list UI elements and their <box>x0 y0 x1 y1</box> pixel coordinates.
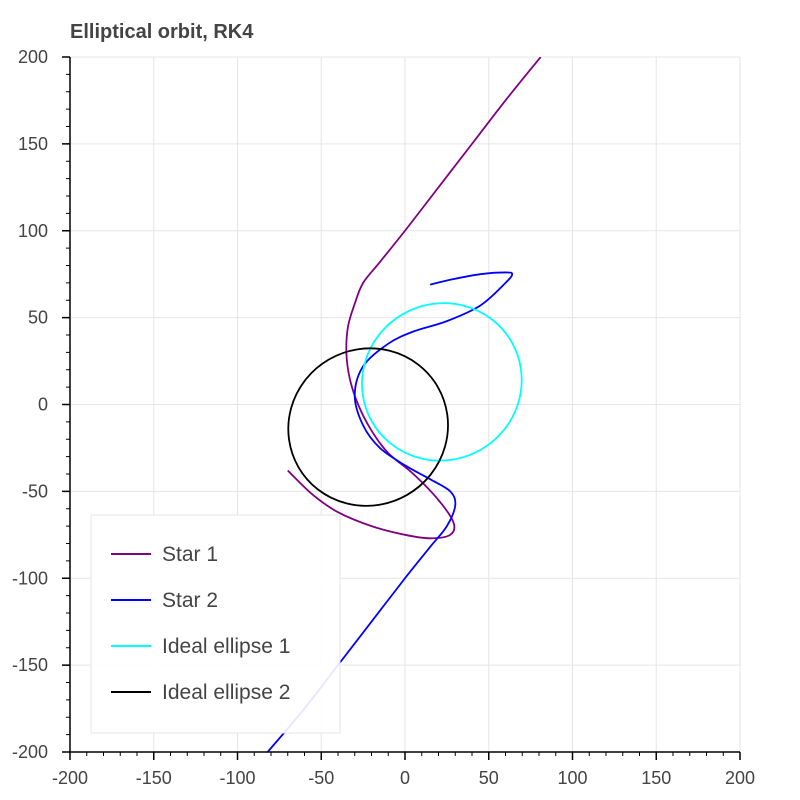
ideal-ellipse-1-line <box>361 302 523 462</box>
x-tick-label: -150 <box>136 768 172 788</box>
legend-box <box>90 514 341 734</box>
y-tick-label: 150 <box>18 134 48 154</box>
axes: -200 -150 -100 -50 0 50 100 150 200 -200 -150 -100 -… <box>12 47 755 788</box>
legend-label-star-2: Star 2 <box>162 589 218 612</box>
x-tick-label: 200 <box>725 768 755 788</box>
x-tick-label: -200 <box>52 768 88 788</box>
legend-label-ideal-ellipse-1: Ideal ellipse 1 <box>162 635 290 658</box>
x-tick-label: 50 <box>479 768 499 788</box>
y-tick-label: -200 <box>12 742 48 762</box>
y-tick-label: -150 <box>12 655 48 675</box>
y-tick-label: -50 <box>22 481 48 501</box>
x-tick-label: 150 <box>641 768 671 788</box>
legend-label-star-1: Star 1 <box>162 543 218 566</box>
star-2-line <box>266 271 514 752</box>
y-tick-label: 200 <box>18 47 48 67</box>
legend-label-ideal-ellipse-2: Ideal ellipse 2 <box>162 681 290 704</box>
y-tick-label: -100 <box>12 568 48 588</box>
y-tick-label: 50 <box>28 308 48 328</box>
x-tick-label: 100 <box>557 768 587 788</box>
plot-series <box>266 57 542 752</box>
chart-title: Elliptical orbit, RK4 <box>70 21 254 43</box>
x-tick-label: 0 <box>400 768 410 788</box>
y-tick-label: 0 <box>38 395 48 415</box>
ideal-ellipse-2-line <box>287 347 449 507</box>
star-1-line <box>287 57 542 540</box>
x-tick-label: -50 <box>308 768 334 788</box>
legend: Star 1 Star 2 Ideal ellipse 1 Ideal ellipse… <box>90 514 341 734</box>
y-tick-label: 100 <box>18 221 48 241</box>
x-tick-label: -100 <box>219 768 255 788</box>
